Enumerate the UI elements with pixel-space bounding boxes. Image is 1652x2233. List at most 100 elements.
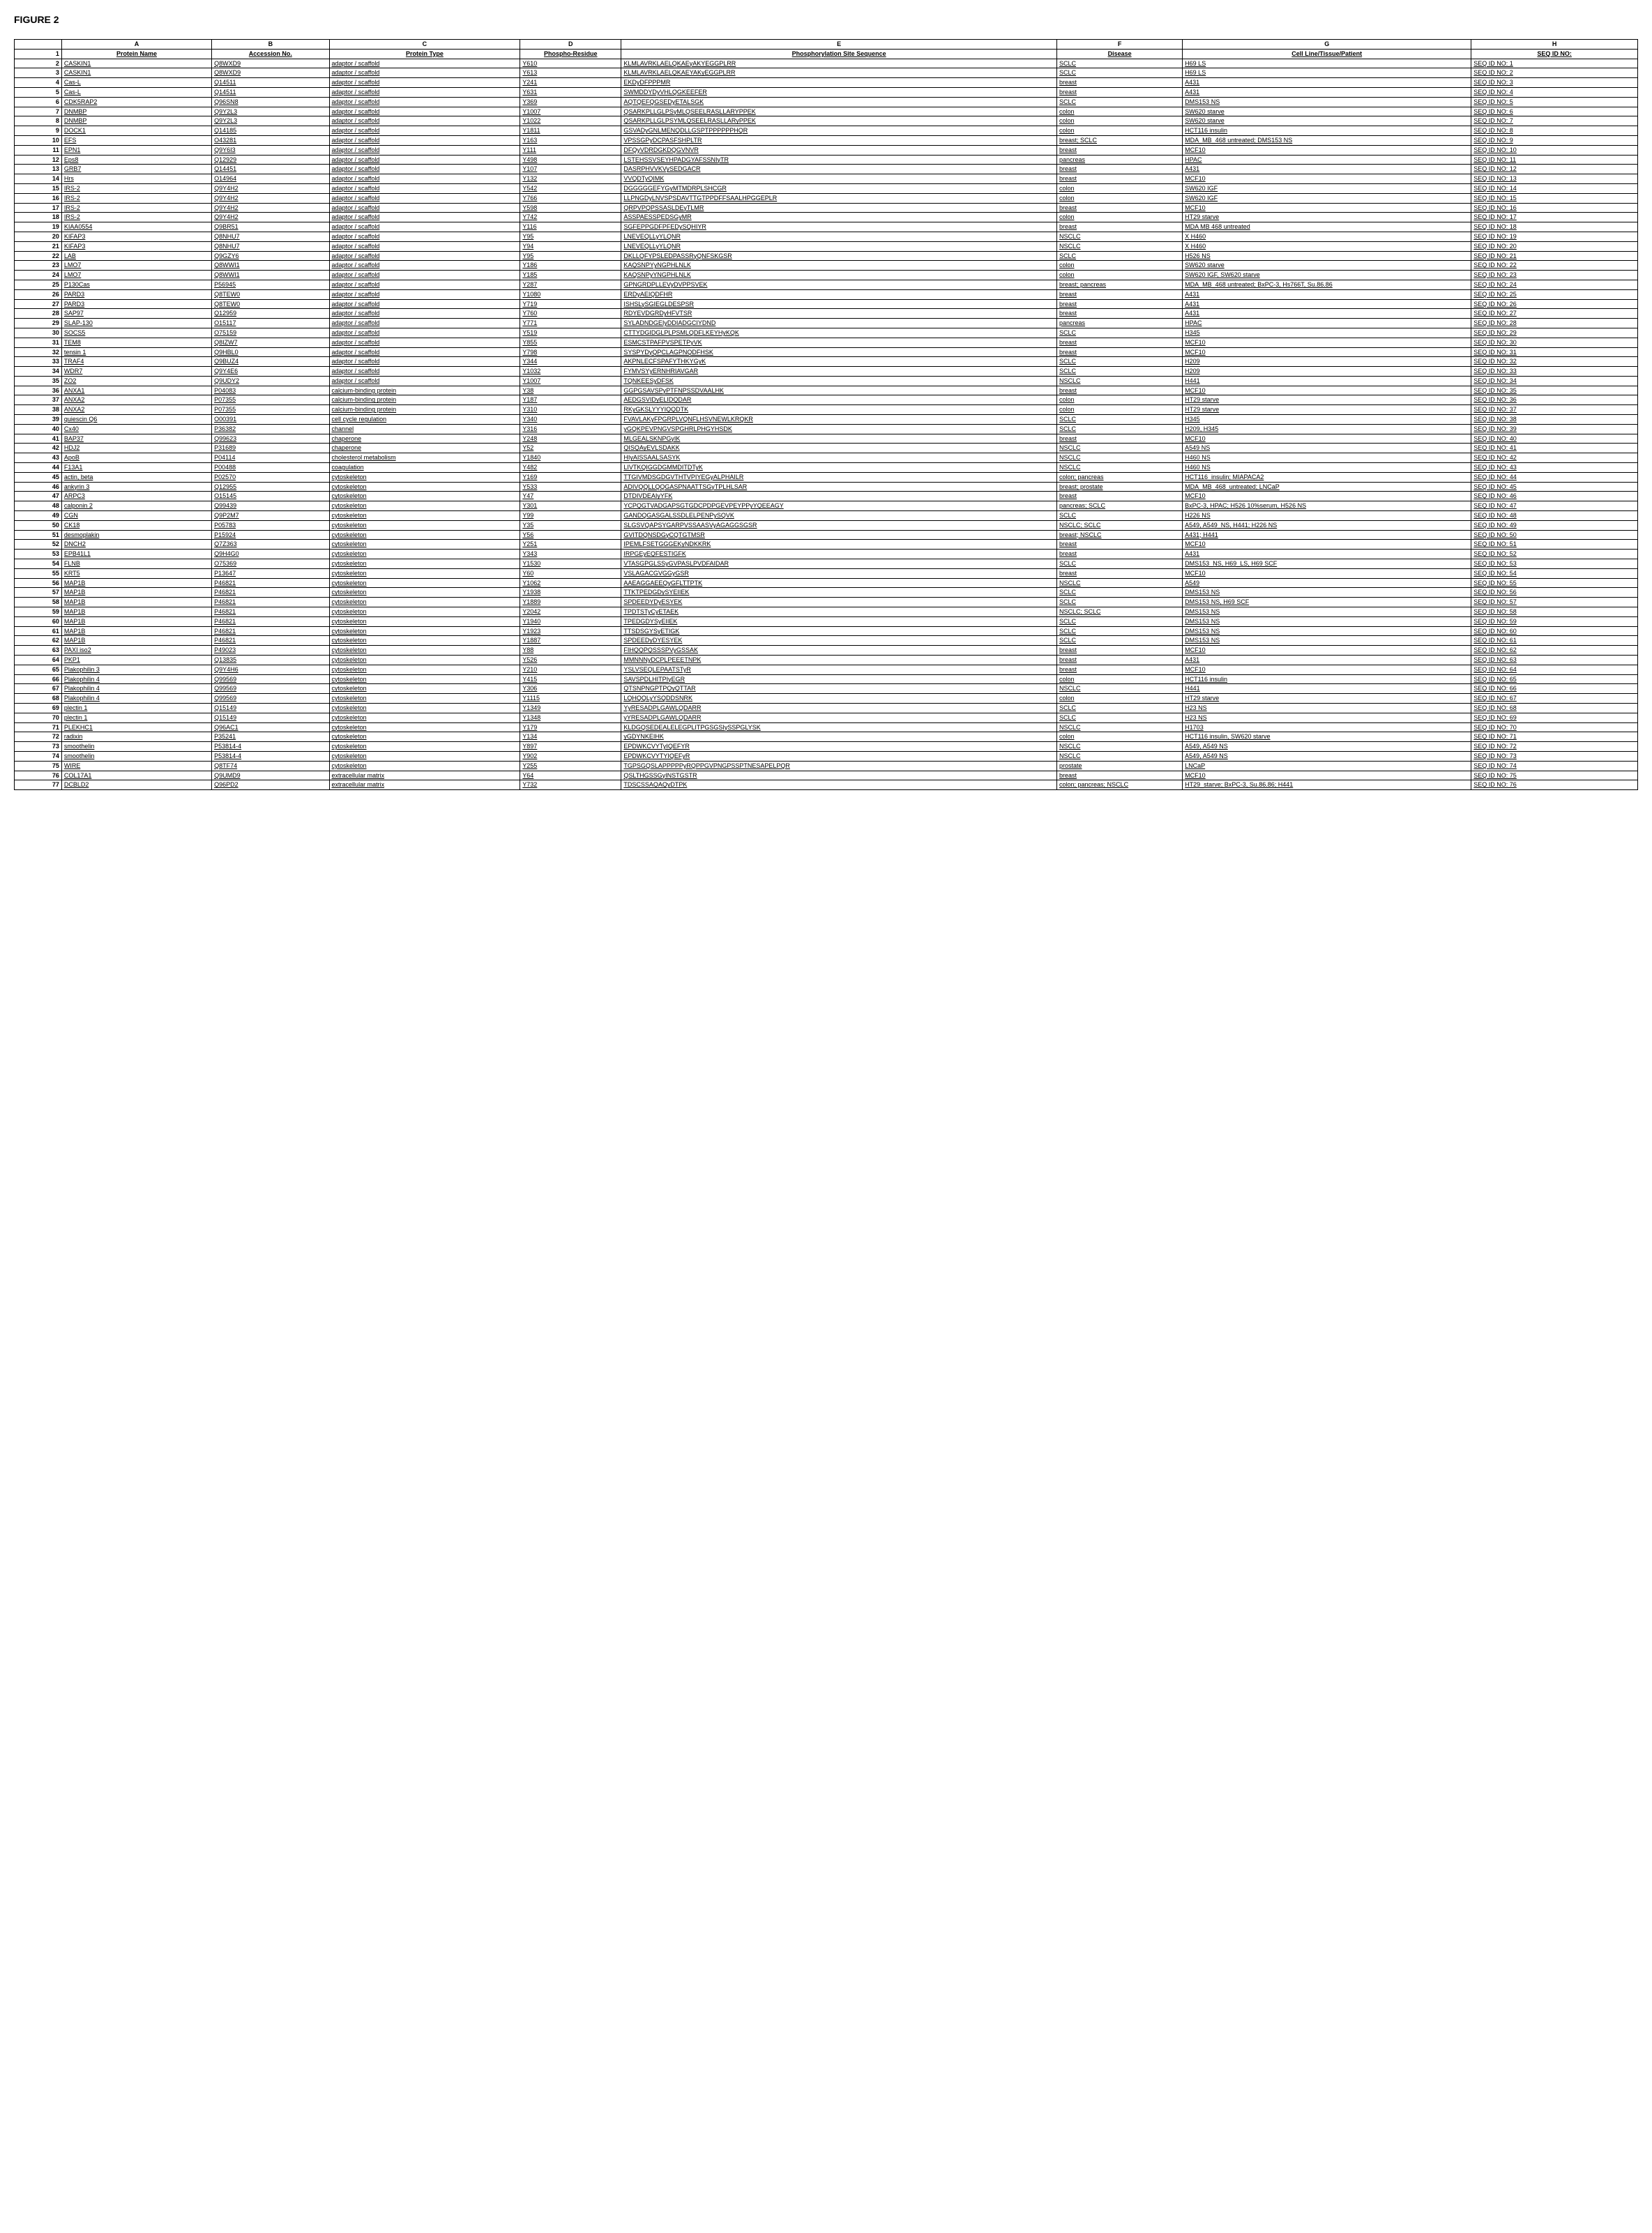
cell: cytoskeleton [329, 492, 520, 501]
cell: Y186 [520, 261, 621, 271]
cell: SEQ ID NO: 60 [1471, 626, 1638, 636]
cell: Y316 [520, 424, 621, 434]
cell: 20 [15, 232, 62, 241]
cell: colon; pancreas; NSCLC [1057, 780, 1183, 790]
cell: cytoskeleton [329, 501, 520, 511]
cell: quiescin Q6 [61, 415, 211, 425]
cell: Q12959 [212, 309, 329, 319]
cell: 27 [15, 299, 62, 309]
cell: EPDWKCVYTyIQEFYR [621, 742, 1057, 752]
cell: SYSPYDyQPCLAGPNQDFHSK [621, 347, 1057, 357]
cell: Y1349 [520, 703, 621, 713]
cell: H526 NS [1183, 251, 1471, 261]
cell: Q8TF74 [212, 761, 329, 771]
cell: RDYEVDGRDyHFVTSR [621, 309, 1057, 319]
cell: HT29 starve [1183, 395, 1471, 405]
cell: MAP1B [61, 607, 211, 617]
cell: QSARKPLLGLPSYMLQSEELRASLLARyPPEK [621, 116, 1057, 126]
cell: Y1032 [520, 367, 621, 377]
cell: P53814-4 [212, 742, 329, 752]
cell: Y210 [520, 665, 621, 674]
cell: Y1007 [520, 107, 621, 116]
cell: CDK5RAP2 [61, 97, 211, 107]
cell: MCF10 [1183, 203, 1471, 213]
cell: P46821 [212, 626, 329, 636]
table-row: 66Plakophilin 4Q99569cytoskeletonY415SAV… [15, 674, 1638, 684]
cell: 57 [15, 588, 62, 598]
cell: ASSPAESSPEDSGyMR [621, 213, 1057, 222]
column-letter-row: A B C D E F G H [15, 40, 1638, 50]
cell: 17 [15, 203, 62, 213]
table-row: 40Cx40P36382channelY316yGQKPEVPNGVSPGHRL… [15, 424, 1638, 434]
cell: SGFEPPGDFPFEDySQHIYR [621, 222, 1057, 232]
cell: cytoskeleton [329, 530, 520, 540]
cell: 62 [15, 636, 62, 646]
hdr-accession: Accession No. [212, 49, 329, 59]
cell: SEQ ID NO: 27 [1471, 309, 1638, 319]
cell: EPN1 [61, 145, 211, 155]
cell: VPSSGPyDCPASFSHPLTR [621, 135, 1057, 145]
cell: desmoplakin [61, 530, 211, 540]
cell: 64 [15, 656, 62, 665]
cell: SEQ ID NO: 47 [1471, 501, 1638, 511]
cell: HT29_starve; BxPC-3, Su.86.86; H441 [1183, 780, 1471, 790]
hdr-idx: 1 [15, 49, 62, 59]
cell: H441 [1183, 684, 1471, 694]
cell: O43281 [212, 135, 329, 145]
cell: adaptor / scaffold [329, 193, 520, 203]
table-row: 29SLAP-130O15117adaptor / scaffoldY771SY… [15, 319, 1638, 328]
cell: 24 [15, 271, 62, 280]
cell: CASKIN1 [61, 68, 211, 78]
cell: 68 [15, 694, 62, 704]
table-row: 3CASKIN1Q8WXD9adaptor / scaffoldY613KLML… [15, 68, 1638, 78]
cell: P31689 [212, 444, 329, 453]
cell: Q8WXD9 [212, 68, 329, 78]
cell: 11 [15, 145, 62, 155]
cell: SEQ ID NO: 56 [1471, 588, 1638, 598]
cell: KIFAP3 [61, 241, 211, 251]
cell: Y610 [520, 59, 621, 68]
cell: H345 [1183, 328, 1471, 338]
cell: SEQ ID NO: 11 [1471, 155, 1638, 165]
cell: breast; prostate [1057, 482, 1183, 492]
cell: breast [1057, 78, 1183, 88]
cell: 72 [15, 732, 62, 742]
cell: 13 [15, 165, 62, 174]
cell: Q99569 [212, 694, 329, 704]
cell: Hrs [61, 174, 211, 184]
cell: Y94 [520, 241, 621, 251]
cell: A431 [1183, 165, 1471, 174]
cell: TQNKEESyDFSK [621, 376, 1057, 386]
cell: SCLC [1057, 357, 1183, 367]
cell: SCLC [1057, 328, 1183, 338]
cell: cytoskeleton [329, 626, 520, 636]
cell: Y179 [520, 722, 621, 732]
cell: IRS-2 [61, 213, 211, 222]
cell: 38 [15, 405, 62, 415]
cell: DMS153 NS [1183, 607, 1471, 617]
cell: Q14511 [212, 87, 329, 97]
cell: adaptor / scaffold [329, 328, 520, 338]
cell: Y771 [520, 319, 621, 328]
cell: cytoskeleton [329, 578, 520, 588]
cell: 42 [15, 444, 62, 453]
cell: breast [1057, 289, 1183, 299]
cell: adaptor / scaffold [329, 280, 520, 289]
cell: MDA MB 468 untreated [1183, 222, 1471, 232]
cell: HT29 starve [1183, 405, 1471, 415]
cell: Y169 [520, 472, 621, 482]
table-row: 68Plakophilin 4Q99569cytoskeletonY1115LQ… [15, 694, 1638, 704]
cell: 65 [15, 665, 62, 674]
cell: P46821 [212, 578, 329, 588]
cell: 44 [15, 463, 62, 473]
cell: GANDQGASGALSSDLELPENPySQVK [621, 511, 1057, 521]
table-row: 69plectin 1Q15149cytoskeletonY1349YyRESA… [15, 703, 1638, 713]
cell: NSCLC [1057, 684, 1183, 694]
cell: H226 NS [1183, 511, 1471, 521]
cell: VSLAGACGVGGyGSR [621, 568, 1057, 578]
cell: GSVADyGNLMENQDLLGSPTPPPPPPHQR [621, 126, 1057, 136]
cell: 28 [15, 309, 62, 319]
cell: 10 [15, 135, 62, 145]
cell: PARD3 [61, 289, 211, 299]
cell: 33 [15, 357, 62, 367]
